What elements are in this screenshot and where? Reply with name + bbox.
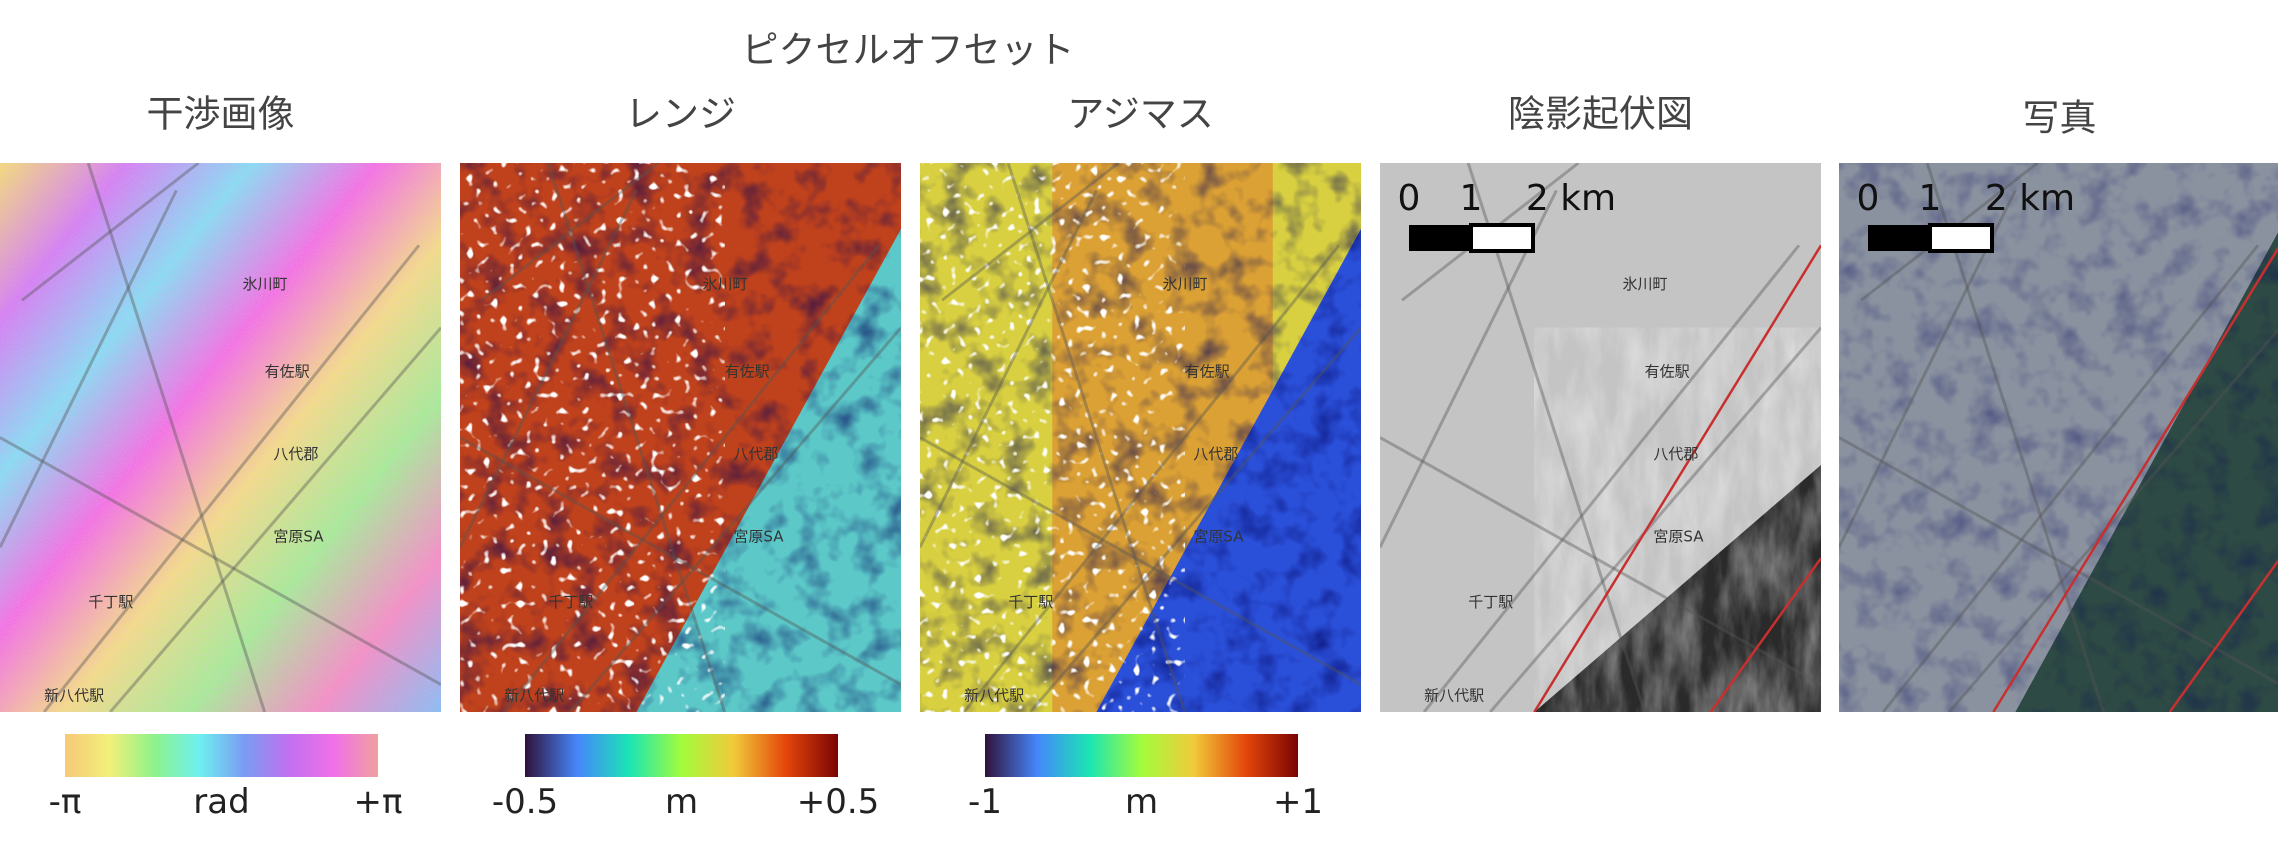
map-label: 有佐駅 [725,363,770,381]
map-label: 千丁駅 [88,593,133,611]
road [1881,244,2260,712]
map-label: 八代郡 [1193,445,1238,463]
road [21,163,200,302]
map-label: 八代郡 [1653,445,1698,463]
map-label: 有佐駅 [265,363,310,381]
scale-white [1469,223,1535,253]
road [1839,436,2278,686]
panel-title: 干渉画像 [147,93,295,136]
map-label: 新八代駅 [504,687,564,705]
map-label: 宮原SA [733,527,784,545]
road [1029,326,1361,712]
panel-title: 陰影起伏図 [1508,93,1693,136]
road [569,326,901,712]
colorbar [525,734,838,777]
road [481,163,660,302]
colorbar-label: m [1125,782,1158,822]
map-label: 氷川町 [243,275,288,293]
panel-title: アジマス [1067,93,1214,136]
scale-label: 1 [1460,178,1483,219]
noise [0,163,441,712]
map-label: 千丁駅 [548,593,593,611]
map-label: 新八代駅 [1424,687,1484,705]
road [1422,244,1801,712]
road [962,244,1341,712]
map-label: 八代郡 [733,445,778,463]
fault-line [1533,244,1821,712]
road [0,189,178,548]
colorbar-label: m [665,782,698,822]
super-title: ピクセルオフセット [742,29,1075,72]
no-data [460,163,725,712]
relief [1534,327,1821,712]
map-label: 千丁駅 [1008,593,1053,611]
colorbar-label: +1 [1273,782,1323,822]
colorbar-label: -0.5 [492,782,558,822]
no-data [920,163,1185,712]
map-label: 新八代駅 [44,687,104,705]
road [0,436,441,686]
road [109,326,441,712]
fault-line [2168,558,2278,712]
scale-white [1928,223,1994,253]
colorbar [65,734,378,777]
road [920,436,1361,686]
map-label: 氷川町 [1623,275,1668,293]
map-label: 宮原SA [1653,527,1704,545]
map-label: 新八代駅 [964,687,1024,705]
road [920,189,1098,548]
panel-title: 写真 [2023,97,2097,140]
road [1948,327,2278,712]
scale-label: 2 km [1985,178,2075,219]
fault-line [1992,246,2278,712]
road [42,244,421,712]
scale-label: 0 [1398,178,1421,219]
panel-title: レンジ [625,93,736,136]
scale-label: 1 [1919,178,1942,219]
road [1925,163,2106,712]
map-label: 有佐駅 [1645,363,1690,381]
colorbar-label: +0.5 [797,782,880,822]
map-panel [1839,163,2278,712]
road [86,163,267,712]
scale-label: 2 km [1526,178,1616,219]
colorbar [985,734,1298,777]
road [546,163,727,712]
map-label: 有佐駅 [1185,363,1230,381]
fault-line [1709,557,1821,712]
map-label: 氷川町 [1163,275,1208,293]
scale-black [1409,225,1471,251]
road [1006,163,1187,712]
road [941,163,1120,302]
fields [1839,163,2278,712]
colorbar-label: +π [354,782,403,822]
road [460,189,638,548]
map-label: 氷川町 [703,275,748,293]
road [1489,326,1821,712]
map-label: 宮原SA [273,527,324,545]
road [1380,436,1821,686]
map-label: 千丁駅 [1468,593,1513,611]
colorbar-label: -1 [968,782,1002,822]
road [502,244,881,712]
road [460,436,901,686]
colorbar-label: -π [49,782,82,822]
map-label: 宮原SA [1193,527,1244,545]
map-label: 八代郡 [273,445,318,463]
scale-label: 0 [1857,178,1880,219]
colorbar-label: rad [193,782,249,822]
road [1466,163,1647,712]
scale-black [1868,225,1930,251]
